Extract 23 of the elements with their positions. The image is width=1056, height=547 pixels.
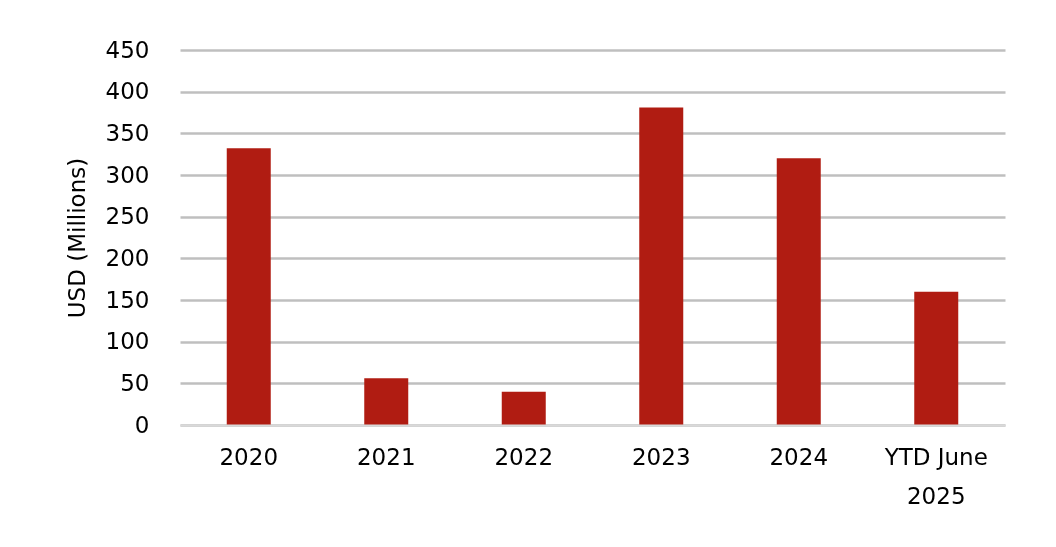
x-tick-label: 2023 xyxy=(631,443,691,470)
y-tick-label: 450 xyxy=(105,36,150,63)
x-tick-label: 2021 xyxy=(356,443,416,470)
x-tick-label: YTD June 2025 xyxy=(883,443,988,509)
y-tick-label: 350 xyxy=(105,119,150,146)
x-tick-label: 2022 xyxy=(494,443,554,470)
bar xyxy=(226,148,271,425)
y-tick-label: 250 xyxy=(105,203,150,230)
y-tick-label: 0 xyxy=(134,411,150,438)
bar xyxy=(364,378,409,425)
y-tick-label: 150 xyxy=(105,286,150,313)
x-tick-label: 2024 xyxy=(769,443,829,470)
bar xyxy=(776,158,821,425)
y-tick-label: 100 xyxy=(105,328,150,355)
y-tick-label: 400 xyxy=(105,78,150,105)
y-tick-label: 300 xyxy=(105,161,150,188)
bar xyxy=(639,107,684,425)
bar xyxy=(501,391,546,425)
y-axis-title: USD (Millions) xyxy=(63,157,90,319)
bar xyxy=(914,291,959,425)
y-tick-label: 50 xyxy=(120,369,150,396)
y-tick-label: 200 xyxy=(105,244,150,271)
x-tick-label: 2020 xyxy=(219,443,279,470)
